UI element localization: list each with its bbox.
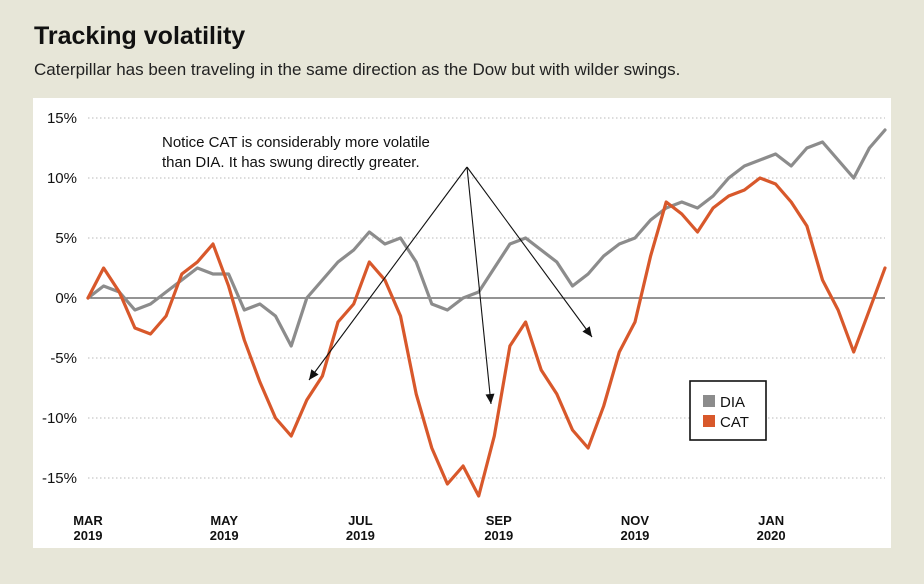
legend-swatch-dia xyxy=(703,395,715,407)
x-tick-year: 2020 xyxy=(757,528,786,543)
annotation-arrow-head xyxy=(309,369,319,380)
legend-box xyxy=(689,380,767,441)
annotation-arrow-line xyxy=(466,166,593,338)
y-tick-label: -10% xyxy=(42,410,77,427)
y-tick-label: 15% xyxy=(47,110,77,127)
y-tick-label: -5% xyxy=(50,350,77,367)
chart-subtitle: Caterpillar has been traveling in the sa… xyxy=(34,60,681,79)
x-tick-year: 2019 xyxy=(346,528,375,543)
annotation-arrow-head xyxy=(582,326,592,337)
legend-label-cat: CAT xyxy=(720,414,749,431)
x-tick-month: SEP xyxy=(486,513,512,528)
x-tick-month: NOV xyxy=(621,513,650,528)
x-tick-year: 2019 xyxy=(620,528,649,543)
x-tick-year: 2019 xyxy=(484,528,513,543)
annotation-arrow-line xyxy=(466,166,492,405)
x-tick-year: 2019 xyxy=(74,528,103,543)
x-tick-month: MAR xyxy=(73,513,103,528)
annotation: Notice CAT is considerably more volatile… xyxy=(162,134,593,405)
y-tick-label: 5% xyxy=(55,230,77,247)
y-tick-label: -15% xyxy=(42,470,77,487)
x-tick-month: JUL xyxy=(348,513,373,528)
legend-label-dia: DIA xyxy=(720,394,745,411)
annotation-arrows xyxy=(308,166,593,405)
chart-title: Tracking volatility xyxy=(34,22,246,50)
annotation-line-1: Notice CAT is considerably more volatile xyxy=(162,134,430,151)
x-tick-year: 2019 xyxy=(210,528,239,543)
legend: DIA CAT xyxy=(689,380,767,441)
x-tick-month: JAN xyxy=(758,513,784,528)
series-line-dia xyxy=(86,128,887,348)
annotation-arrow-line xyxy=(308,166,468,381)
x-tick-month: MAY xyxy=(210,513,238,528)
annotation-arrow-head xyxy=(485,393,495,404)
annotation-line-2: than DIA. It has swung directly greater. xyxy=(162,154,420,171)
series-line-cat xyxy=(86,176,887,498)
y-axis-ticks: 15% 10% 5% 0% -5% -10% -15% xyxy=(42,110,77,487)
legend-swatch-cat xyxy=(703,415,715,427)
y-tick-label: 0% xyxy=(55,290,77,307)
y-tick-label: 10% xyxy=(47,170,77,187)
x-axis-ticks: MAR2019MAY2019JUL2019SEP2019NOV2019JAN20… xyxy=(73,513,785,543)
series-layer xyxy=(86,128,887,498)
